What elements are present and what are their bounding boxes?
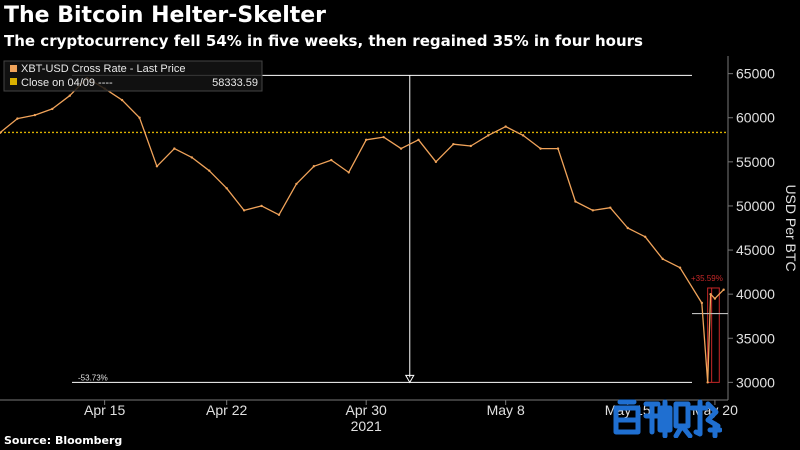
y-axis-label: USD Per BTC <box>783 184 799 271</box>
price-point <box>382 135 385 139</box>
price-point <box>51 107 54 111</box>
source-note: Source: Bloomberg <box>4 434 123 447</box>
x-year-label: 2021 <box>351 418 382 434</box>
price-point <box>452 143 455 146</box>
drop-arrow-head <box>404 374 415 384</box>
price-point <box>260 204 263 208</box>
page-title: The Bitcoin Helter-Skelter <box>4 3 327 28</box>
legend-box <box>3 60 263 92</box>
price-point <box>678 266 682 269</box>
page-subtitle: The cryptocurrency fell 54% in five week… <box>4 32 643 50</box>
price-point <box>155 165 159 168</box>
price-point <box>0 131 2 134</box>
price-point <box>68 94 71 97</box>
price-point <box>706 381 709 384</box>
legend: XBT-USD Cross Rate - Last Price Close on … <box>3 60 263 92</box>
y-axis: 30000 35000 40000 45000 50000 55000 60000 65000 <box>727 56 775 400</box>
price-point <box>700 301 704 305</box>
legend-label-close: Close on 04/09 ---- <box>21 77 113 89</box>
y-tick-label: 40000 <box>736 286 775 302</box>
price-point <box>504 125 507 128</box>
brand-logo <box>613 399 722 438</box>
price-point <box>643 235 647 239</box>
rebound-percent-label: +35.59% <box>691 274 723 283</box>
price-point <box>16 117 19 120</box>
price-point <box>661 257 664 261</box>
drop-percent-label: -53.73% <box>78 373 108 382</box>
price-point <box>295 182 298 186</box>
price-point <box>242 209 246 212</box>
legend-swatch-close <box>10 78 17 85</box>
y-tick-label: 45000 <box>736 242 775 258</box>
plot-background <box>0 56 728 400</box>
price-point <box>713 297 717 300</box>
x-tick-label: Apr 15 <box>84 402 125 418</box>
price-point <box>208 169 211 172</box>
price-point <box>609 206 612 209</box>
price-point <box>434 160 438 164</box>
y-tick-label: 50000 <box>736 198 775 214</box>
price-point <box>626 226 629 230</box>
y-tick-label: 30000 <box>736 374 775 390</box>
price-point <box>469 144 473 148</box>
y-tick-label: 55000 <box>736 154 775 170</box>
rebound-box <box>707 287 720 383</box>
legend-close-value: 58333.59 <box>212 77 258 89</box>
y-tick-label: 35000 <box>736 330 775 346</box>
price-point <box>487 134 490 137</box>
x-tick-label: Apr 22 <box>206 402 247 418</box>
price-point <box>364 138 368 141</box>
price-point <box>347 171 350 174</box>
x-tick-label: Apr 30 <box>346 402 387 418</box>
price-point <box>539 147 542 150</box>
price-point <box>312 165 316 168</box>
price-point <box>556 147 560 150</box>
price-point <box>722 288 725 291</box>
price-point <box>591 209 595 212</box>
price-point <box>173 147 176 150</box>
legend-swatch-price <box>10 65 17 72</box>
price-point <box>120 98 124 102</box>
x-tick-label: May 8 <box>487 402 525 418</box>
price-point <box>138 116 141 119</box>
legend-label-price: XBT-USD Cross Rate - Last Price <box>21 63 185 75</box>
price-point <box>330 158 333 162</box>
price-point <box>33 113 37 117</box>
y-tick-label: 60000 <box>736 110 775 126</box>
price-point <box>190 156 194 159</box>
price-point <box>709 292 712 296</box>
y-tick-label: 65000 <box>736 66 775 82</box>
series-group <box>0 76 725 384</box>
price-point <box>277 213 281 216</box>
price-point <box>574 200 577 203</box>
price-point <box>225 187 228 190</box>
price-point <box>399 147 403 150</box>
price-point <box>417 138 420 141</box>
price-point <box>521 134 525 137</box>
